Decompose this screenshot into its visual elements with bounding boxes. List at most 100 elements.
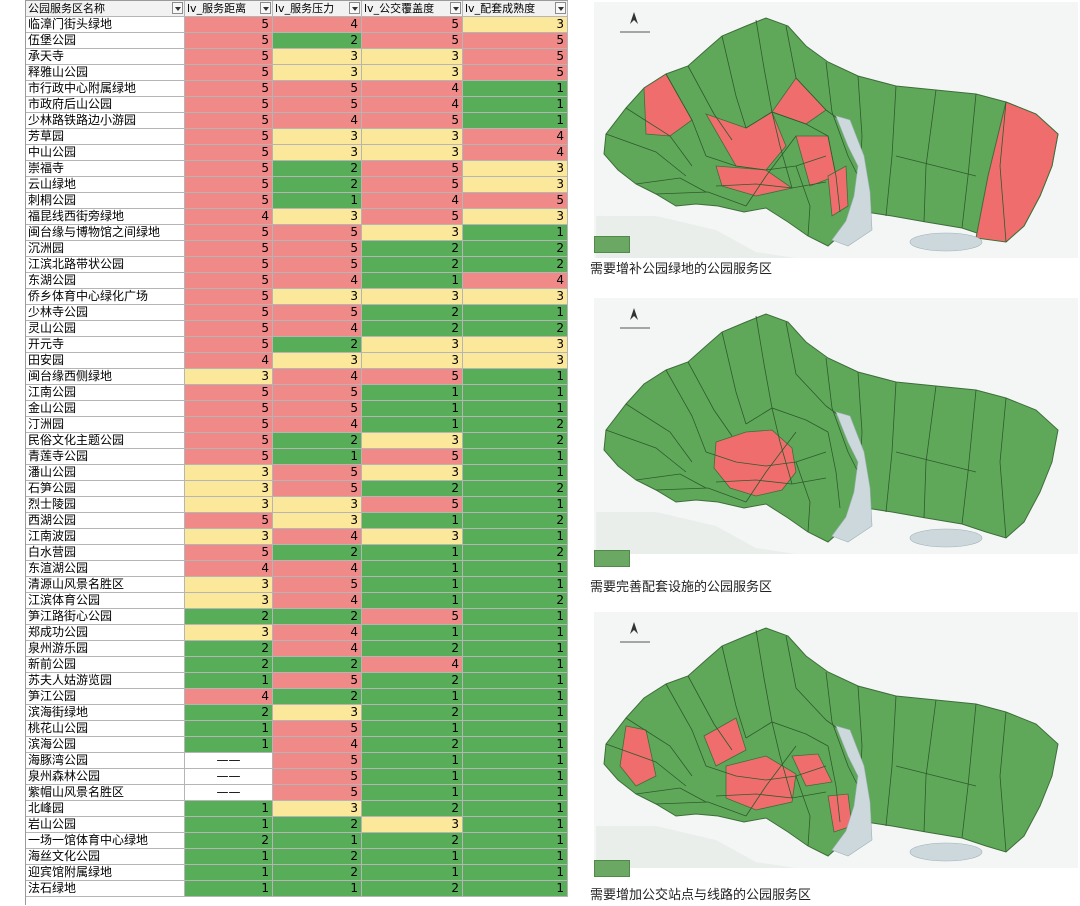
level-cell[interactable]: 4 bbox=[273, 321, 362, 337]
level-cell[interactable]: 1 bbox=[185, 817, 273, 833]
level-cell[interactable]: 5 bbox=[185, 337, 273, 353]
level-cell[interactable]: 4 bbox=[273, 113, 362, 129]
level-cell[interactable]: 3 bbox=[362, 289, 463, 305]
column-header[interactable]: lv_配套成熟度 bbox=[463, 1, 568, 17]
level-cell[interactable]: 1 bbox=[463, 881, 568, 897]
park-name-cell[interactable]: 金山公园 bbox=[26, 401, 185, 417]
level-cell[interactable]: 3 bbox=[362, 65, 463, 81]
level-cell[interactable]: 3 bbox=[273, 801, 362, 817]
level-cell[interactable]: 5 bbox=[185, 417, 273, 433]
level-cell[interactable]: 1 bbox=[463, 225, 568, 241]
level-cell[interactable]: 2 bbox=[362, 641, 463, 657]
level-cell[interactable]: 5 bbox=[273, 481, 362, 497]
level-cell[interactable]: 3 bbox=[463, 289, 568, 305]
level-cell[interactable]: 4 bbox=[463, 129, 568, 145]
level-cell[interactable]: 1 bbox=[362, 417, 463, 433]
level-cell[interactable]: 5 bbox=[273, 753, 362, 769]
level-cell[interactable]: 5 bbox=[362, 17, 463, 33]
level-cell[interactable]: 2 bbox=[273, 657, 362, 673]
park-name-cell[interactable]: 海豚湾公园 bbox=[26, 753, 185, 769]
level-cell[interactable]: 3 bbox=[273, 129, 362, 145]
level-cell[interactable]: 1 bbox=[463, 385, 568, 401]
level-cell[interactable]: 5 bbox=[185, 33, 273, 49]
level-cell[interactable]: 1 bbox=[185, 673, 273, 689]
level-cell[interactable]: 1 bbox=[463, 529, 568, 545]
level-cell[interactable]: 1 bbox=[185, 865, 273, 881]
level-cell[interactable]: 1 bbox=[463, 657, 568, 673]
level-cell[interactable]: 1 bbox=[185, 737, 273, 753]
level-cell[interactable]: 1 bbox=[362, 785, 463, 801]
filter-dropdown-icon[interactable] bbox=[172, 2, 183, 14]
park-name-cell[interactable]: 郑成功公园 bbox=[26, 625, 185, 641]
park-name-cell[interactable]: 东渲湖公园 bbox=[26, 561, 185, 577]
level-cell[interactable]: 5 bbox=[273, 721, 362, 737]
level-cell[interactable]: 1 bbox=[463, 833, 568, 849]
park-name-cell[interactable]: 沉洲园 bbox=[26, 241, 185, 257]
level-cell[interactable]: 5 bbox=[185, 129, 273, 145]
park-name-cell[interactable]: 笋江公园 bbox=[26, 689, 185, 705]
level-cell[interactable]: 1 bbox=[463, 849, 568, 865]
level-cell[interactable]: 3 bbox=[185, 529, 273, 545]
level-cell[interactable]: 2 bbox=[273, 161, 362, 177]
park-name-cell[interactable]: 市政府后山公园 bbox=[26, 97, 185, 113]
level-cell[interactable]: 3 bbox=[463, 209, 568, 225]
park-name-cell[interactable]: 迎宾馆附属绿地 bbox=[26, 865, 185, 881]
park-name-cell[interactable]: 烈士陵园 bbox=[26, 497, 185, 513]
level-cell[interactable]: 4 bbox=[185, 561, 273, 577]
level-cell[interactable]: 5 bbox=[463, 65, 568, 81]
level-cell[interactable]: 1 bbox=[463, 689, 568, 705]
park-name-cell[interactable]: 新前公园 bbox=[26, 657, 185, 673]
level-cell[interactable]: 4 bbox=[185, 209, 273, 225]
level-cell[interactable]: 1 bbox=[463, 449, 568, 465]
level-cell[interactable]: 3 bbox=[463, 17, 568, 33]
level-cell[interactable]: 1 bbox=[463, 81, 568, 97]
level-cell[interactable]: 5 bbox=[185, 321, 273, 337]
level-cell[interactable]: 3 bbox=[185, 369, 273, 385]
level-cell[interactable]: 3 bbox=[463, 353, 568, 369]
park-name-cell[interactable]: 潘山公园 bbox=[26, 465, 185, 481]
level-cell[interactable]: 4 bbox=[463, 145, 568, 161]
park-name-cell[interactable]: 一场一馆体育中心绿地 bbox=[26, 833, 185, 849]
park-name-cell[interactable]: 少林路铁路边小游园 bbox=[26, 113, 185, 129]
level-cell[interactable]: 1 bbox=[463, 113, 568, 129]
park-name-cell[interactable]: 桃花山公园 bbox=[26, 721, 185, 737]
level-cell[interactable]: 3 bbox=[185, 593, 273, 609]
level-cell[interactable]: 1 bbox=[463, 369, 568, 385]
park-name-cell[interactable]: 侨乡体育中心绿化广场 bbox=[26, 289, 185, 305]
level-cell[interactable]: 5 bbox=[185, 449, 273, 465]
level-cell[interactable]: 1 bbox=[362, 769, 463, 785]
park-name-cell[interactable]: 江滨体育公园 bbox=[26, 593, 185, 609]
level-cell[interactable]: 3 bbox=[185, 465, 273, 481]
level-cell[interactable]: 4 bbox=[273, 17, 362, 33]
level-cell[interactable]: 1 bbox=[463, 865, 568, 881]
level-cell[interactable]: 3 bbox=[362, 465, 463, 481]
level-cell[interactable]: 1 bbox=[273, 833, 362, 849]
level-cell[interactable]: 1 bbox=[463, 737, 568, 753]
level-cell[interactable]: 5 bbox=[185, 49, 273, 65]
level-cell[interactable]: 3 bbox=[273, 497, 362, 513]
park-name-cell[interactable]: 临漳门街头绿地 bbox=[26, 17, 185, 33]
park-name-cell[interactable]: 白水营园 bbox=[26, 545, 185, 561]
level-cell[interactable]: 2 bbox=[273, 865, 362, 881]
level-cell[interactable]: 1 bbox=[362, 689, 463, 705]
level-cell[interactable]: 5 bbox=[463, 33, 568, 49]
level-cell[interactable]: 2 bbox=[273, 33, 362, 49]
level-cell[interactable]: 3 bbox=[362, 145, 463, 161]
level-cell[interactable]: 4 bbox=[362, 657, 463, 673]
level-cell[interactable]: 4 bbox=[273, 529, 362, 545]
level-cell[interactable]: 2 bbox=[463, 241, 568, 257]
level-cell[interactable]: 3 bbox=[273, 65, 362, 81]
level-cell[interactable]: 5 bbox=[185, 257, 273, 273]
park-name-cell[interactable]: 福昆线西街旁绿地 bbox=[26, 209, 185, 225]
level-cell[interactable]: 5 bbox=[273, 577, 362, 593]
level-cell[interactable]: 2 bbox=[273, 609, 362, 625]
column-header[interactable]: 公园服务区名称 bbox=[26, 1, 185, 17]
park-name-cell[interactable]: 田安园 bbox=[26, 353, 185, 369]
park-name-cell[interactable]: 芳草园 bbox=[26, 129, 185, 145]
level-cell[interactable]: 1 bbox=[463, 97, 568, 113]
level-cell[interactable]: 3 bbox=[273, 513, 362, 529]
level-cell[interactable]: 1 bbox=[273, 193, 362, 209]
park-name-cell[interactable]: 少林寺公园 bbox=[26, 305, 185, 321]
level-cell[interactable]: 1 bbox=[362, 545, 463, 561]
level-cell[interactable]: 5 bbox=[185, 113, 273, 129]
